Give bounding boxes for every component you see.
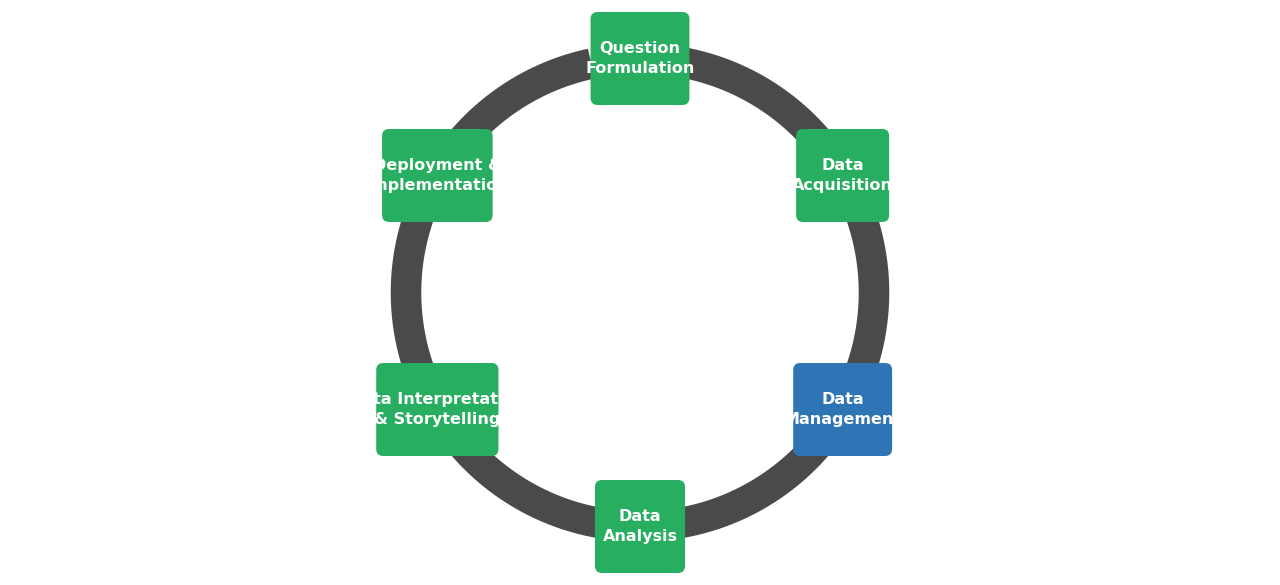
Text: Deployment &
Implementation: Deployment & Implementation <box>366 158 509 193</box>
FancyBboxPatch shape <box>595 480 685 573</box>
Text: Data
Analysis: Data Analysis <box>603 509 677 544</box>
Text: Data
Management: Data Management <box>783 392 901 427</box>
FancyBboxPatch shape <box>381 129 493 222</box>
Text: Question
Formulation: Question Formulation <box>585 41 695 76</box>
FancyBboxPatch shape <box>794 363 892 456</box>
Text: Data Interpretation
& Storytelling: Data Interpretation & Storytelling <box>349 392 526 427</box>
Text: Data
Acquisition: Data Acquisition <box>792 158 893 193</box>
FancyBboxPatch shape <box>796 129 890 222</box>
FancyBboxPatch shape <box>590 12 690 105</box>
FancyBboxPatch shape <box>376 363 498 456</box>
